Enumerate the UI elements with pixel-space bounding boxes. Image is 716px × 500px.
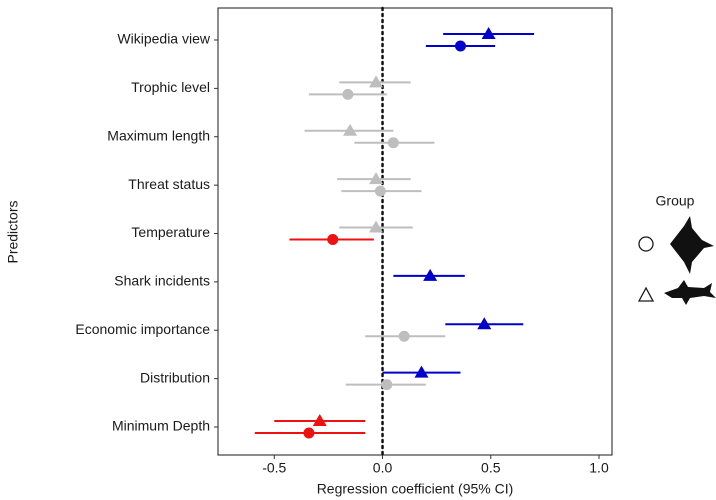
- point: [381, 379, 393, 391]
- x-tick-label: 0.5: [481, 460, 501, 476]
- point: [312, 414, 327, 426]
- x-tick-label: 1.0: [589, 460, 609, 476]
- y-tick-label: Distribution: [140, 369, 210, 385]
- plot-border: [217, 7, 613, 456]
- ray-icon: [670, 216, 714, 274]
- point: [454, 40, 466, 52]
- point: [327, 234, 339, 245]
- point: [414, 365, 429, 378]
- point: [369, 220, 384, 233]
- point: [423, 268, 438, 281]
- x-axis-label: Regression coefficient (95% CI): [317, 481, 514, 497]
- point: [387, 137, 399, 149]
- y-tick-label: Economic importance: [75, 321, 210, 337]
- legend-title: Group: [656, 193, 695, 209]
- point: [343, 123, 358, 136]
- point: [342, 88, 354, 100]
- point: [398, 330, 410, 342]
- x-tick-label: -0.5: [262, 460, 286, 476]
- x-tick-label: 0.0: [373, 460, 393, 476]
- point: [481, 27, 496, 39]
- y-tick-label: Wikipedia view: [117, 31, 210, 47]
- point: [374, 185, 386, 197]
- legend-triangle: [637, 286, 655, 302]
- point: [369, 75, 384, 88]
- y-tick-label: Trophic level: [131, 79, 210, 95]
- point: [477, 317, 492, 330]
- point: [303, 427, 315, 439]
- y-tick-label: Maximum length: [107, 127, 210, 143]
- legend: Group: [637, 193, 716, 305]
- y-tick-label: Threat status: [128, 176, 210, 192]
- y-tick-label: Temperature: [131, 224, 210, 240]
- y-tick-label: Minimum Depth: [112, 418, 210, 434]
- y-axis-label: Predictors: [5, 200, 21, 263]
- point: [369, 172, 384, 185]
- legend-circle: [638, 236, 654, 252]
- y-tick-label: Shark incidents: [114, 273, 210, 289]
- shark-icon: [664, 280, 716, 305]
